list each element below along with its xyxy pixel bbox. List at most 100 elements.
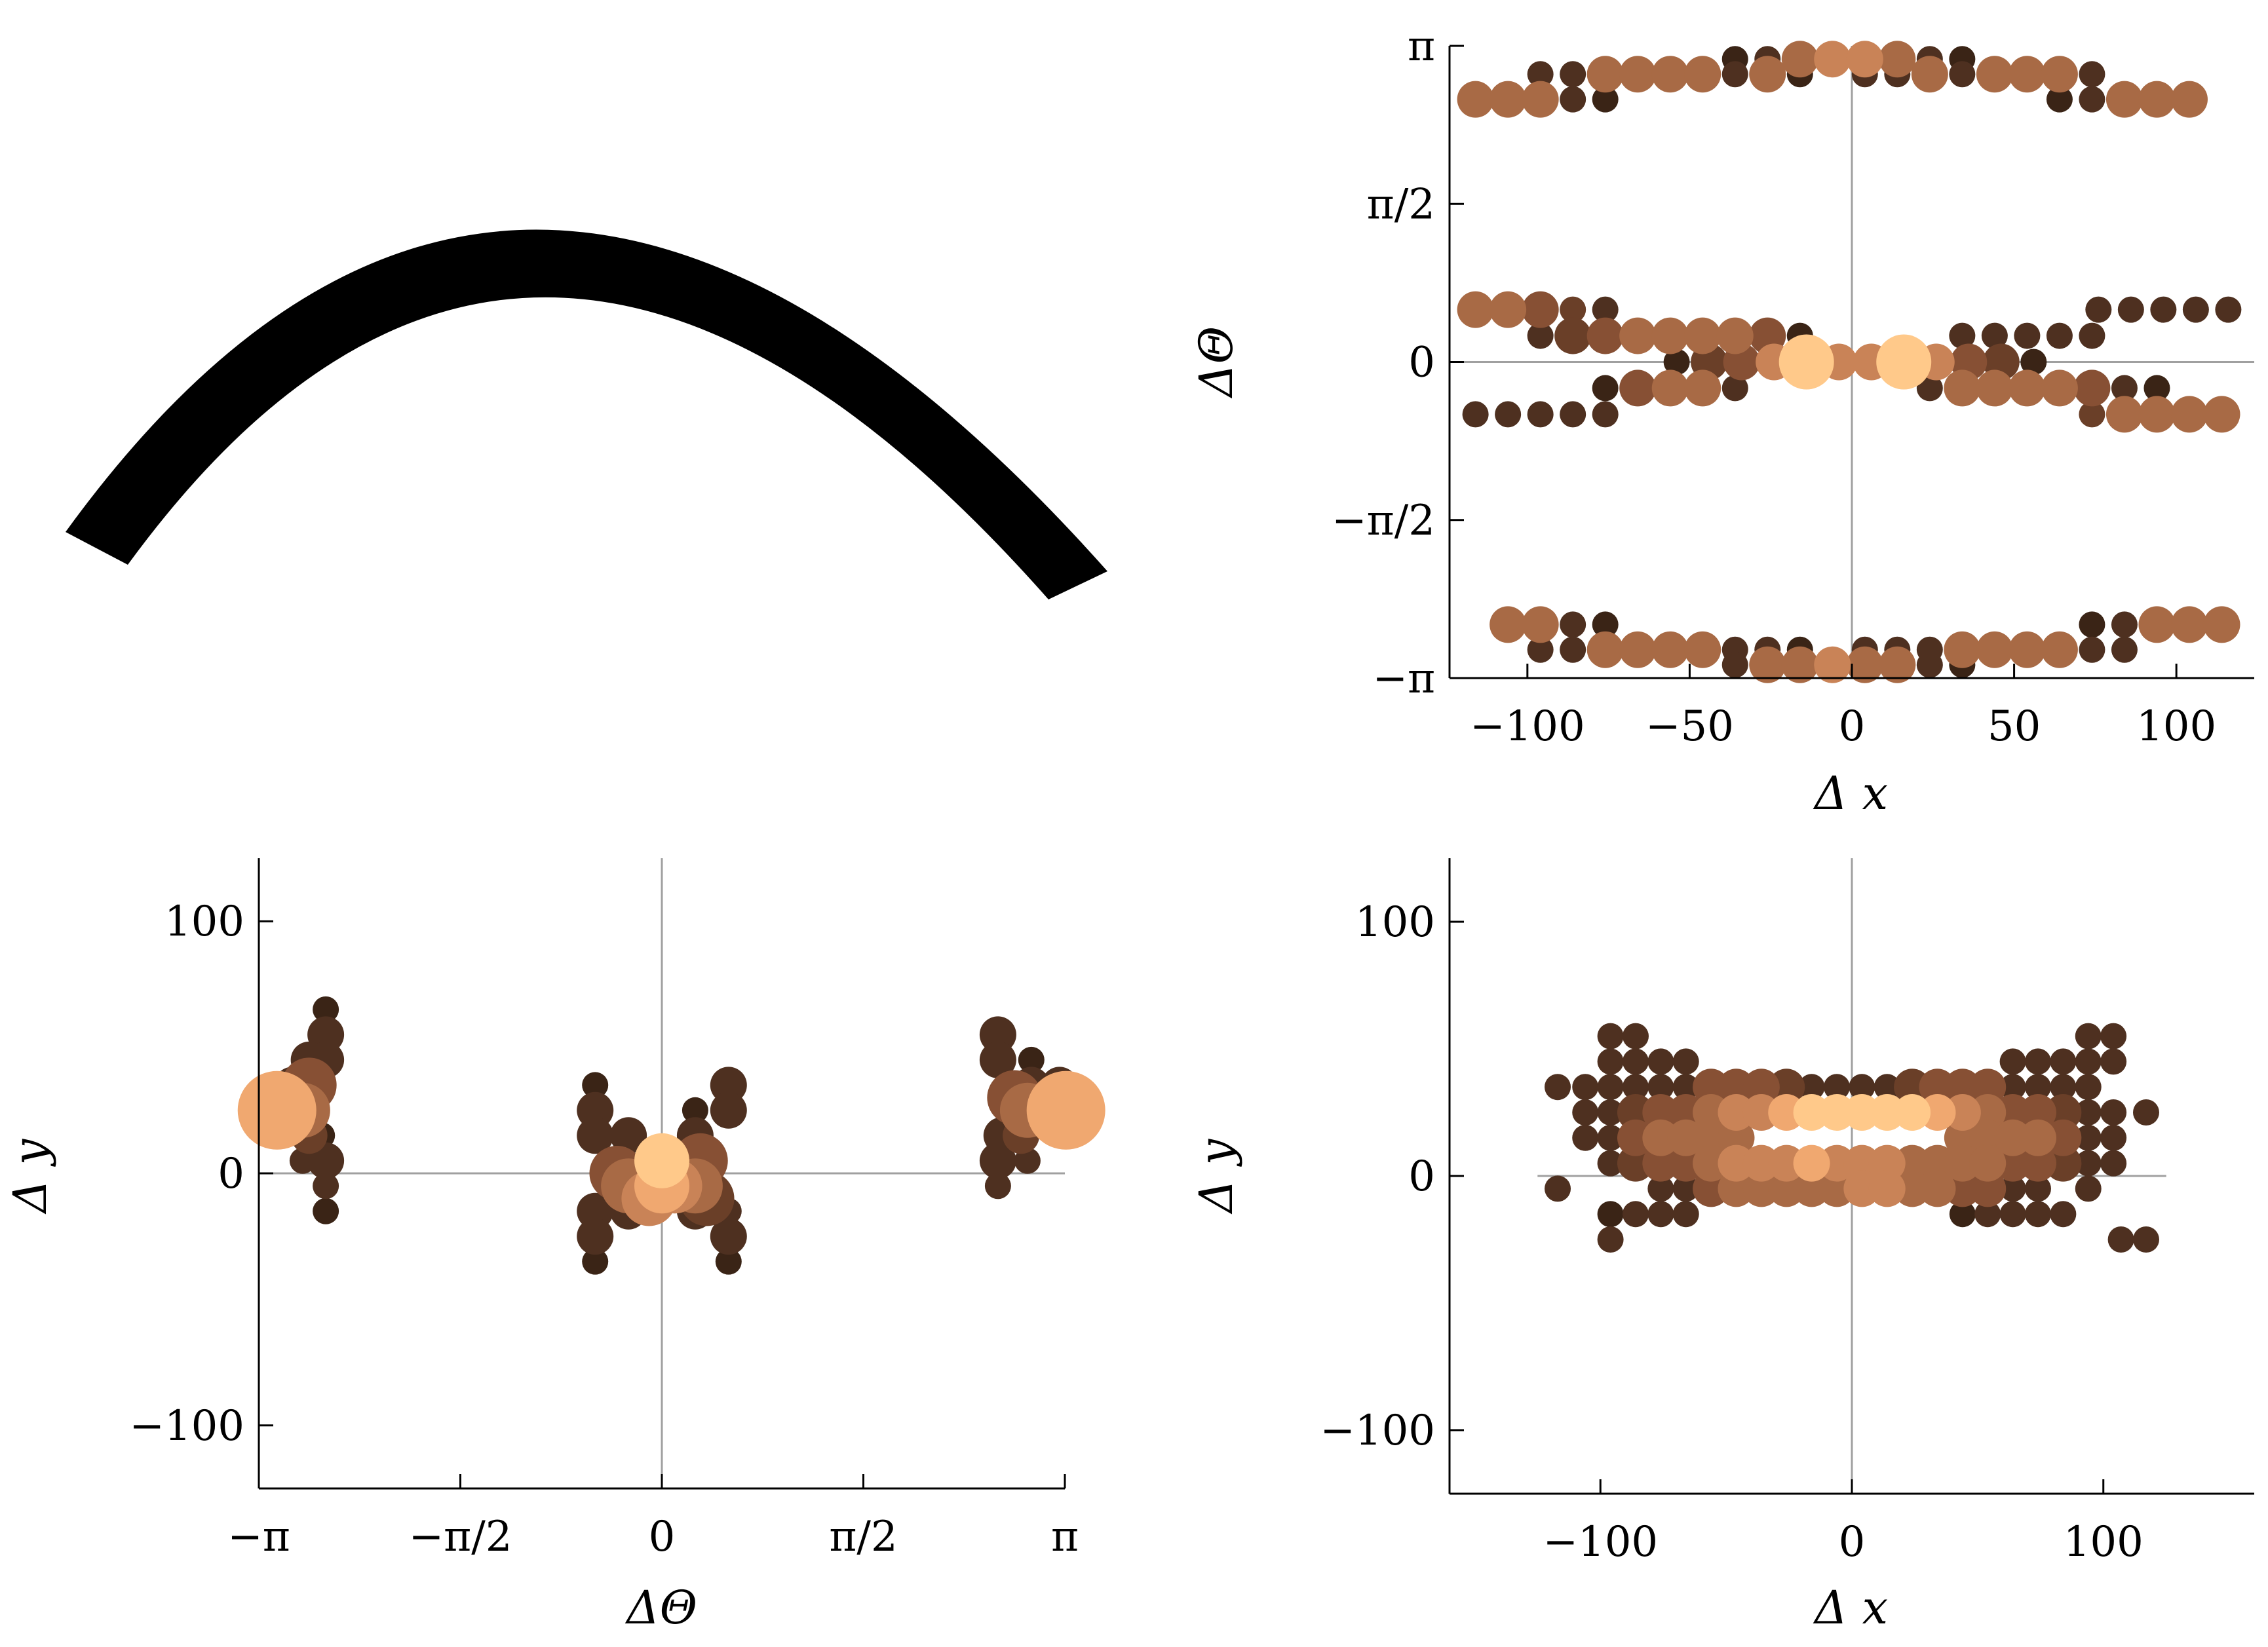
scatter-point <box>1849 1074 1875 1101</box>
scatter-point <box>1969 1170 2007 1207</box>
scatter-point <box>2075 1124 2102 1151</box>
scatter-point <box>1868 1094 1906 1131</box>
scatter-point <box>1560 86 1586 113</box>
arc-shape <box>66 229 1107 599</box>
x-tick-label: 50 <box>1988 702 2041 751</box>
x-tick-label: −50 <box>1645 702 1734 751</box>
scatter-point <box>1592 401 1619 428</box>
scatter-point <box>979 1041 1016 1078</box>
scatter-point <box>2079 86 2105 113</box>
scatter-point <box>1718 1145 1755 1182</box>
scatter-point <box>1554 317 1592 354</box>
y-tick-label: 100 <box>164 898 244 946</box>
scatter-point <box>2045 1094 2082 1131</box>
y-tick-label: −100 <box>1320 1407 1435 1455</box>
scatter-point <box>1919 1069 1956 1106</box>
scatter-point <box>1597 1226 1624 1253</box>
scatter-point <box>1672 1074 1699 1101</box>
scatter-point <box>1597 1124 1624 1151</box>
scatter-point <box>1793 1094 1830 1131</box>
scatter-point <box>2046 322 2073 349</box>
scatter-point <box>1814 646 1851 683</box>
scatter-point <box>1684 317 1721 354</box>
scatter-point <box>1969 1094 2007 1131</box>
scatter-point <box>1527 636 1554 663</box>
scatter-point <box>1949 322 1976 349</box>
scatter-point <box>1560 61 1586 88</box>
x-tick-label: π <box>1051 1513 1079 1561</box>
scatter-point <box>577 1192 614 1230</box>
scatter-point <box>2046 86 2073 113</box>
scatter-point <box>1560 296 1586 323</box>
x-tick-label: −100 <box>1470 702 1585 751</box>
scatter-point <box>1642 1094 1680 1131</box>
scatter-point <box>2170 396 2208 433</box>
scatter-point <box>1976 56 2013 93</box>
scatter-point <box>1969 1145 2007 1182</box>
scatter-point <box>710 1218 747 1255</box>
scatter-point <box>1916 375 1943 402</box>
scatter-point <box>1846 41 1883 78</box>
scatter-point <box>1545 1175 1571 1202</box>
scatter-point <box>1457 291 1494 328</box>
scatter-point <box>2014 322 2041 349</box>
scatter-point <box>710 1067 747 1104</box>
scatter-point <box>1768 1145 1805 1182</box>
scatter-point <box>1684 631 1721 668</box>
scatter-point <box>1876 334 1932 390</box>
scatter-point <box>1522 81 1559 118</box>
scatter-point <box>1462 401 1489 428</box>
scatter-point <box>1721 375 1748 402</box>
scatter-point <box>2075 1074 2102 1101</box>
scatter-point <box>1622 1074 1649 1101</box>
scatter-point <box>2203 606 2240 643</box>
scatter-point <box>1994 1145 2031 1182</box>
scatter-point <box>1684 369 1721 407</box>
scatter-point <box>1597 1201 1624 1228</box>
scatter-point <box>2105 81 2143 118</box>
scatter-point <box>1527 61 1554 88</box>
scatter-point <box>1798 1074 1825 1101</box>
scatter-point <box>1846 646 1883 683</box>
scatter-point <box>2024 1201 2051 1228</box>
scatter-point <box>1718 1170 1755 1207</box>
scatter-point <box>2117 296 2144 323</box>
scatter-point <box>1693 1119 1730 1156</box>
scatter-point <box>1622 1048 1649 1075</box>
y-tick-label: 0 <box>218 1150 244 1198</box>
y-tick-label: 0 <box>1408 1152 1435 1201</box>
scatter-point <box>1495 401 1522 428</box>
scatter-point <box>1994 1119 2031 1156</box>
scatter-point <box>1768 1170 1805 1207</box>
scatter-point <box>2073 369 2111 407</box>
scatter-point <box>1944 1119 1981 1156</box>
scatter-point <box>1818 1170 1855 1207</box>
scatter-point <box>1843 1170 1881 1207</box>
scatter-point <box>1622 1023 1649 1050</box>
scatter-point <box>2050 1048 2077 1075</box>
scatter-point <box>1976 369 2013 407</box>
scatter-point <box>1781 646 1818 683</box>
scatter-point <box>1894 1170 1931 1207</box>
scatter-point <box>1944 631 1981 668</box>
scatter-point <box>1894 1094 1931 1131</box>
scatter-point <box>1597 1099 1624 1126</box>
scatter-point <box>1619 631 1657 668</box>
scatter-point <box>1527 322 1554 349</box>
x-axis-label: ΔΘ <box>625 1581 697 1635</box>
x-tick-label: 100 <box>2136 702 2216 751</box>
scatter-point <box>1560 611 1586 638</box>
scatter-point <box>237 1070 317 1150</box>
y-axis-label: Δ y <box>1189 1138 1243 1215</box>
scatter-point <box>2107 1226 2134 1253</box>
scatter-point <box>1868 1145 1906 1182</box>
x-tick-label: 100 <box>2064 1518 2143 1566</box>
x-tick-label: 0 <box>1839 1518 1866 1566</box>
arc-shape-path <box>66 229 1107 599</box>
scatter-point <box>2079 636 2105 663</box>
scatter-point <box>2020 349 2047 375</box>
scatter-point <box>2100 1048 2127 1075</box>
chart-bottom-right: −100 0 100 −100 0 100 Δ x Δ y <box>1189 858 2254 1635</box>
scatter-point <box>1490 606 1527 643</box>
scatter-point <box>610 1117 647 1154</box>
